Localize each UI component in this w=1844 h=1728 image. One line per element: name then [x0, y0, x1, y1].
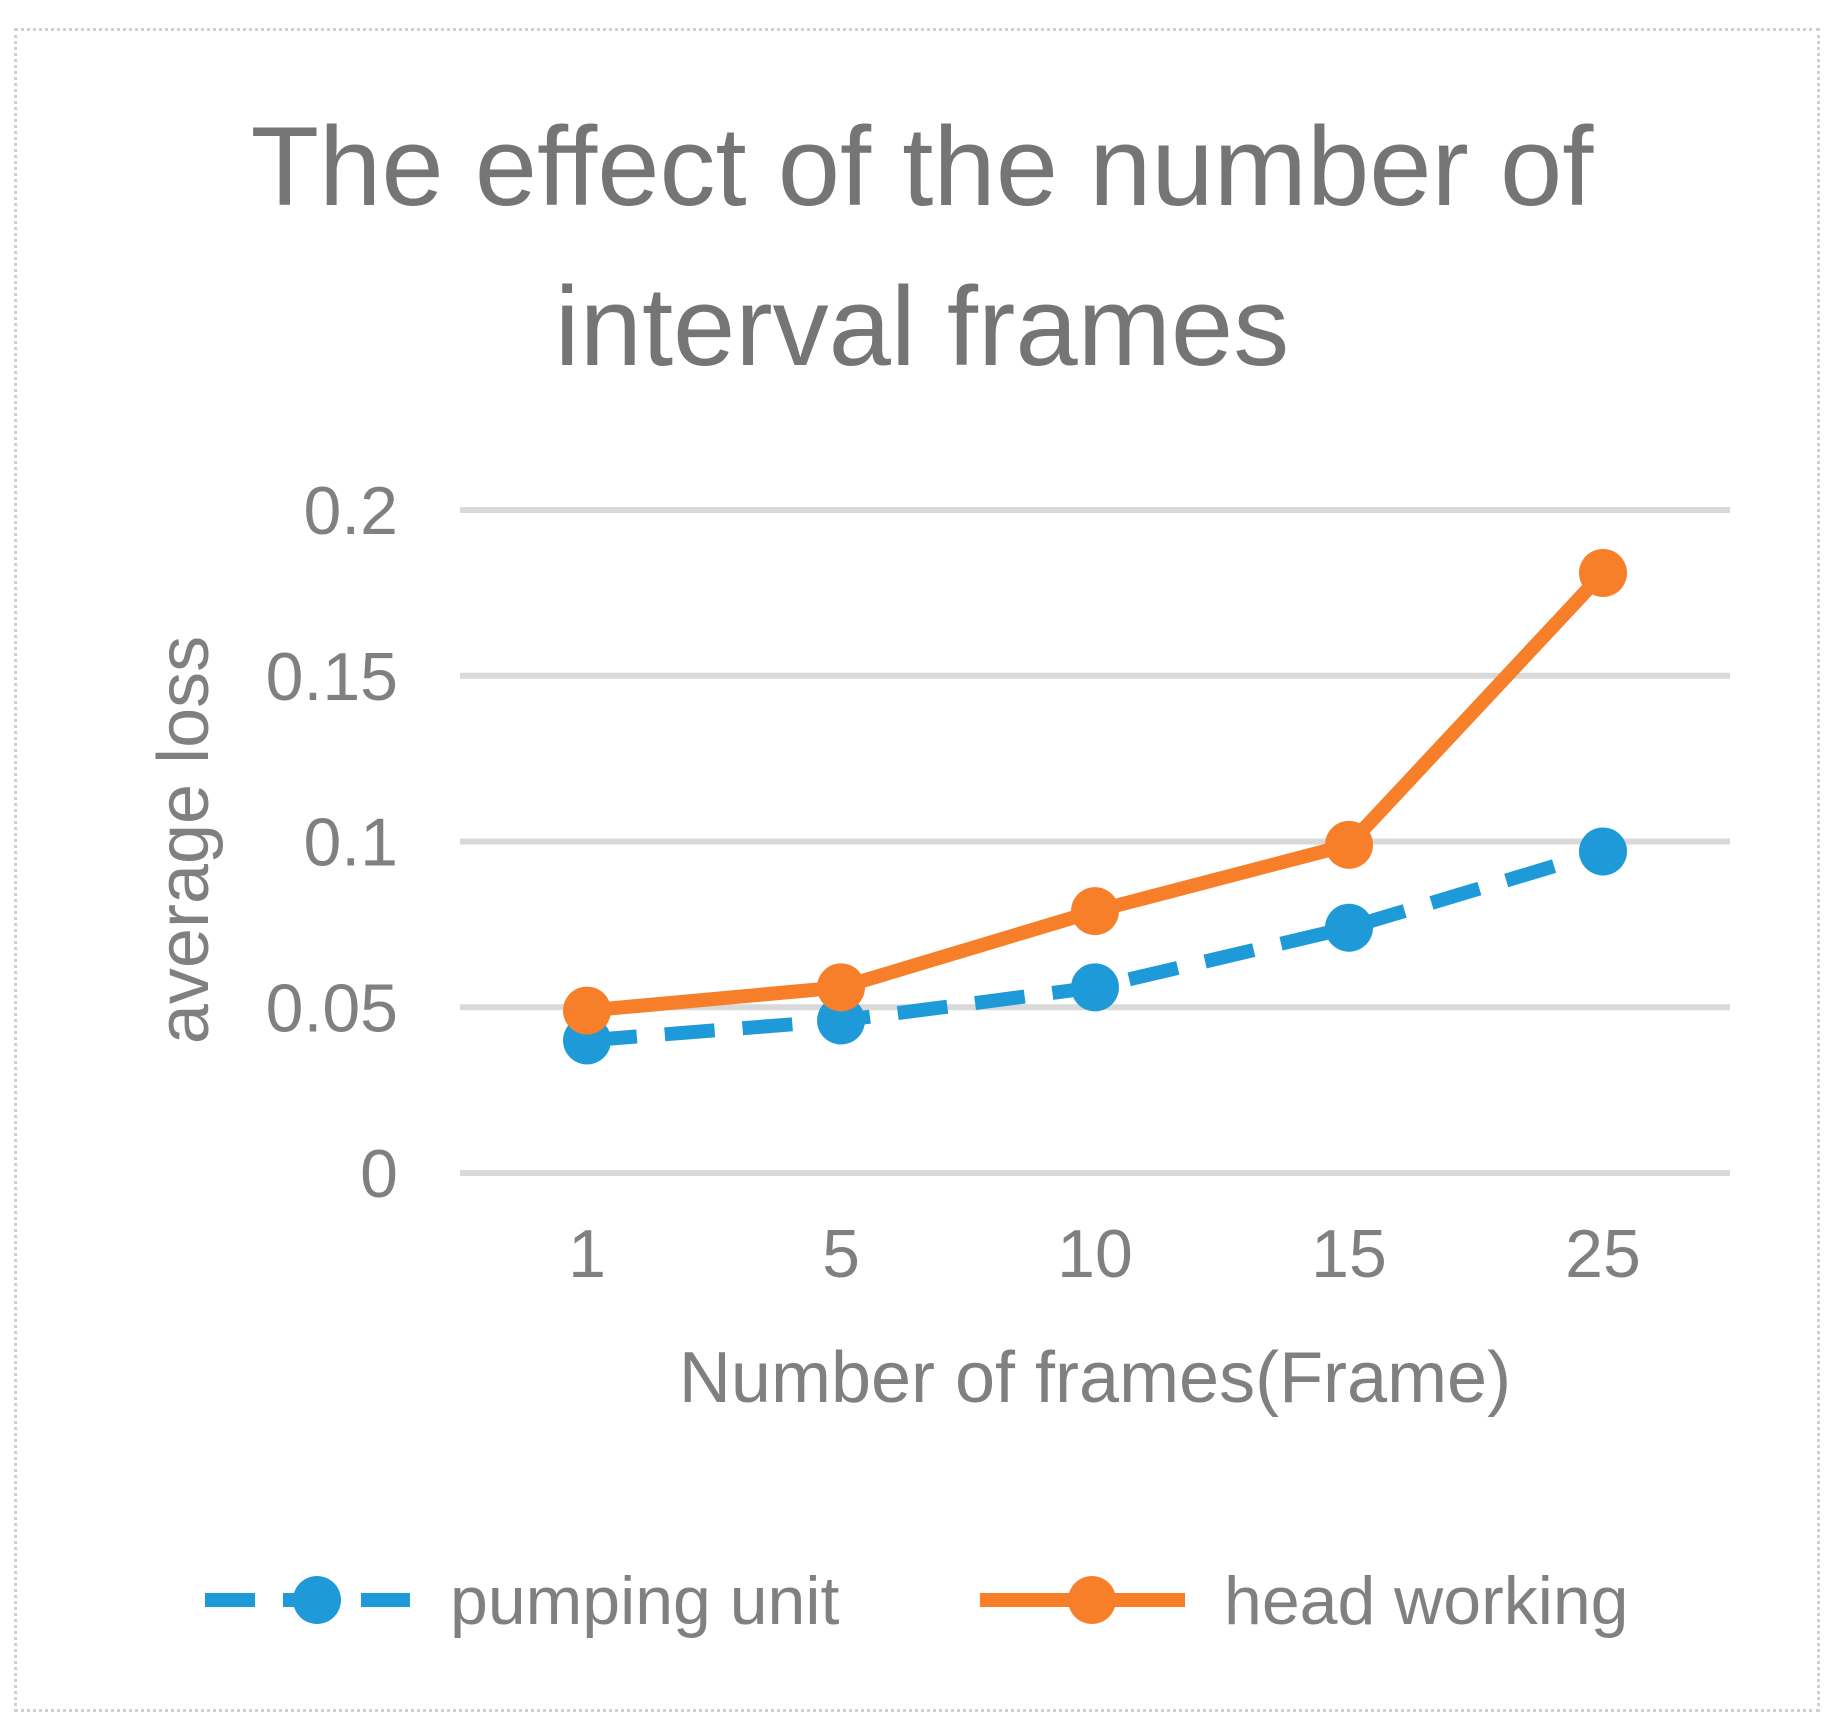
- y-tick-label: 0.05: [266, 970, 398, 1046]
- x-axis-title: Number of frames(Frame): [679, 1338, 1511, 1418]
- y-tick-label: 0.2: [303, 473, 398, 549]
- x-axis-ticks: 1 5 10 15 25: [568, 1216, 1641, 1292]
- legend: pumping unit head working: [205, 1563, 1628, 1639]
- legend-swatch-marker: [1068, 1576, 1116, 1624]
- chart-title-line-1: The effect of the number of: [251, 104, 1595, 229]
- y-tick-label: 0.1: [303, 805, 398, 881]
- series-group: [563, 548, 1627, 1065]
- chart-title-line-2: interval frames: [555, 264, 1289, 389]
- x-tick-label: 1: [568, 1216, 606, 1292]
- data-point: [1071, 887, 1119, 936]
- gridlines: [460, 507, 1730, 1176]
- y-axis-title: average loss: [144, 636, 224, 1044]
- x-tick-label: 25: [1565, 1216, 1641, 1292]
- legend-swatch-marker: [293, 1576, 341, 1624]
- y-tick-label: 0.15: [266, 639, 398, 715]
- data-point: [1579, 548, 1627, 597]
- data-point: [1579, 827, 1627, 876]
- x-tick-label: 15: [1311, 1216, 1387, 1292]
- data-point: [1325, 903, 1373, 952]
- series-line-1: [580, 565, 1610, 1018]
- y-tick-label: 0: [360, 1136, 398, 1212]
- series-line-0: [586, 844, 1606, 1048]
- x-tick-label: 5: [822, 1216, 860, 1292]
- chart-frame: [14, 28, 1820, 1712]
- data-point: [1071, 963, 1119, 1012]
- data-point: [817, 963, 865, 1012]
- legend-label: head working: [1224, 1563, 1628, 1639]
- data-point: [563, 986, 611, 1035]
- legend-label: pumping unit: [450, 1563, 839, 1639]
- data-point: [1325, 820, 1373, 869]
- data-point: [817, 996, 865, 1045]
- x-tick-label: 10: [1057, 1216, 1133, 1292]
- y-axis-ticks: 0 0.05 0.1 0.15 0.2: [266, 473, 398, 1212]
